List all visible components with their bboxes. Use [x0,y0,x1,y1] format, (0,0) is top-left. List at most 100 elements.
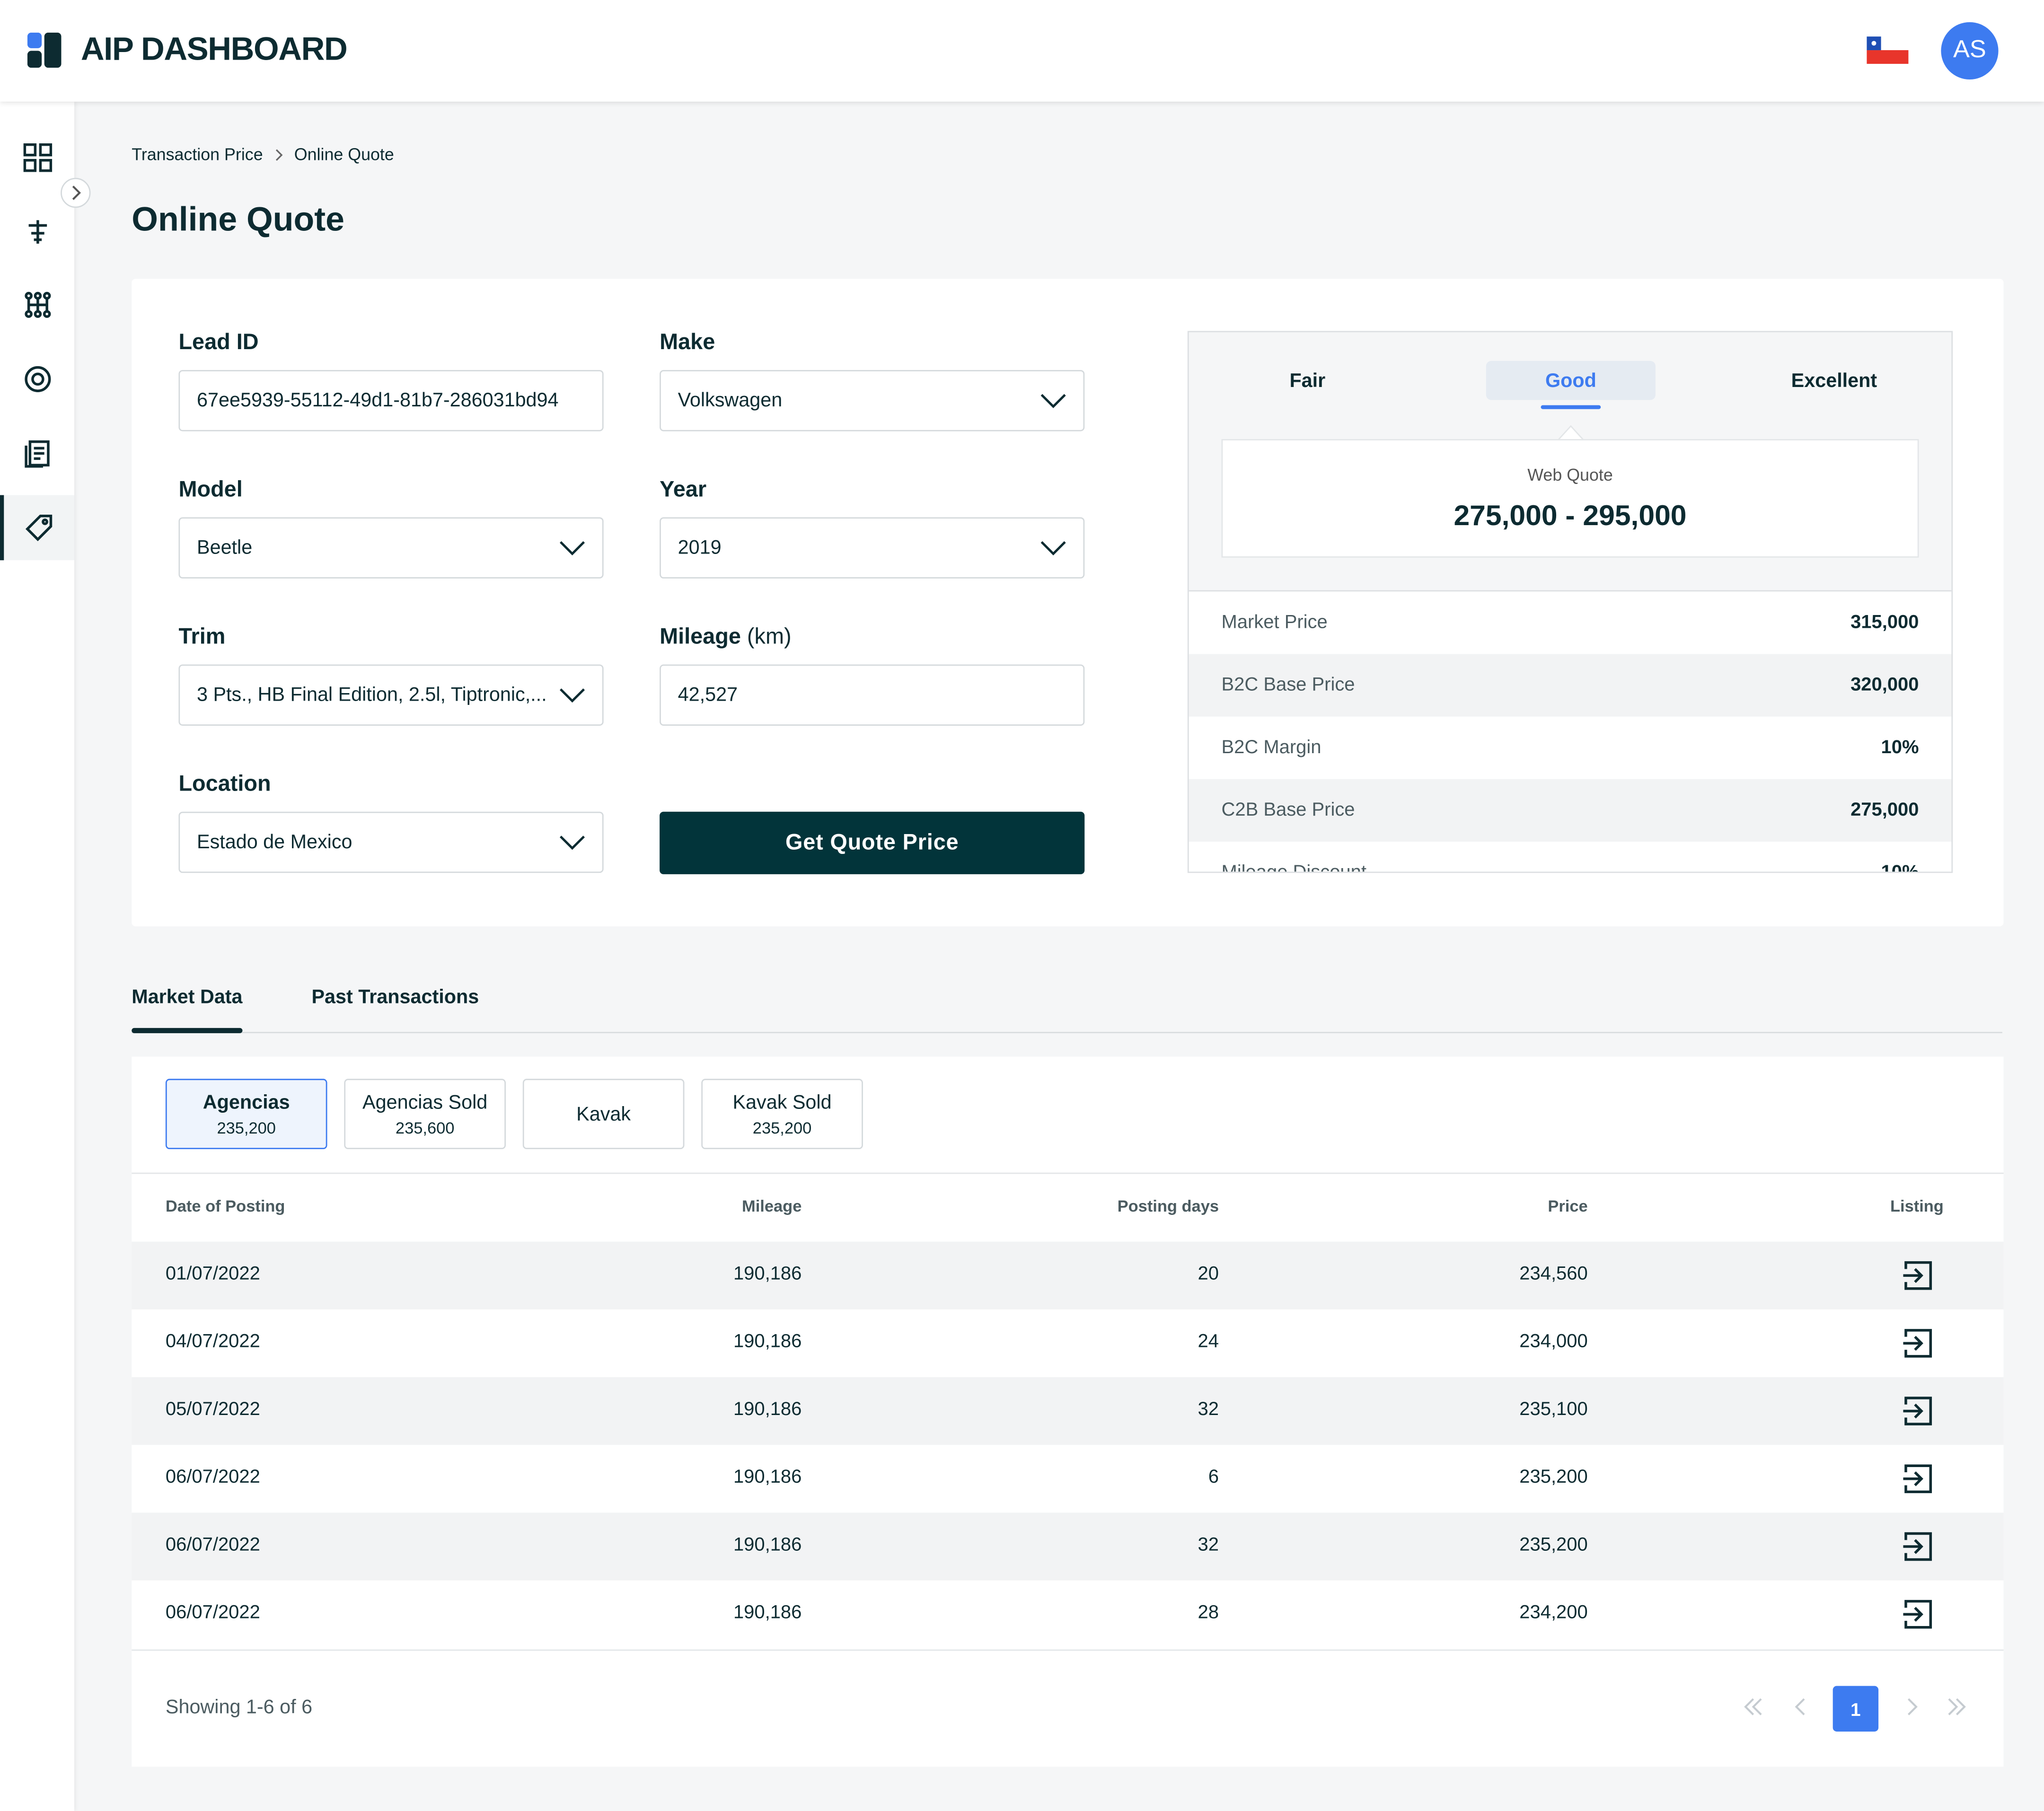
table-row: 06/07/2022 190,186 6 235,200 [132,1445,2003,1512]
table-cell: 190,186 [733,1467,802,1488]
price-row: B2C Base Price 320,000 [1189,654,1952,717]
field-label: Model [178,477,242,503]
column-header: Price [1548,1197,1588,1216]
price-row: Market Price 315,000 [1189,591,1952,654]
condition-tab[interactable]: Excellent [1791,369,1877,392]
listing-link[interactable] [1902,1599,1933,1630]
field-label: Trim [178,624,225,650]
field-label: Make [660,330,715,356]
table-cell: 28 [1198,1602,1219,1624]
field-value: Beetle [197,536,253,559]
quote-panel: Fair Good Excellent Web Quote 275,000 - 29… [1187,331,1953,873]
listing-link[interactable] [1902,1396,1933,1427]
sidebar [0,101,91,1811]
filter-chip[interactable]: Agencias Sold 235,600 [344,1079,506,1150]
filter-name: Kavak [576,1103,631,1125]
filter-chip[interactable]: Agencias 235,200 [165,1079,327,1150]
label-text: Make [660,329,715,355]
condition-tab[interactable]: Good [1486,360,1656,409]
table-cell: 190,186 [733,1264,802,1285]
filter-value: 235,200 [752,1118,812,1137]
column-header: Listing [1890,1197,1944,1216]
select[interactable]: Estado de Mexico [178,811,604,873]
select[interactable]: Beetle [178,517,604,579]
dropdown-arrow [559,835,585,849]
table-cell: 190,186 [733,1331,802,1353]
table-cell: 04/07/2022 [165,1331,260,1353]
prev-page[interactable] [1788,1695,1812,1719]
table-cell: 234,000 [1519,1331,1588,1353]
tab-indicator [132,1028,243,1033]
breadcrumb-current: Online Quote [294,144,394,165]
field-label: Lead ID [178,330,258,356]
listing-link[interactable] [1902,1260,1933,1291]
nav-gauge[interactable] [0,347,74,412]
nav-network[interactable] [0,273,74,338]
select[interactable]: 2019 [660,517,1085,579]
label-text: Lead ID [178,329,259,355]
price-label: Market Price [1221,612,1328,633]
dropdown-arrow [1040,393,1066,408]
price-value: -10% [1875,862,1919,873]
first-page[interactable] [1742,1695,1765,1719]
tab-divider [132,1032,2002,1033]
showing-text: Showing 1-6 of 6 [165,1696,313,1719]
table-cell: 235,200 [1519,1467,1588,1488]
table-cell: 190,186 [733,1399,802,1420]
nav-dashboard[interactable] [0,125,74,190]
listing-link[interactable] [1902,1531,1933,1562]
field-value: 2019 [678,536,722,559]
label-text: Model [178,476,243,502]
nav-tools[interactable] [0,199,74,264]
current-page[interactable]: 1 [1833,1686,1879,1732]
filter-chip[interactable]: Kavak [522,1079,685,1150]
listing-link[interactable] [1902,1327,1933,1359]
label-text: Mileage [660,624,741,649]
price-label: Mileage Discount [1221,862,1366,873]
table-cell: 32 [1198,1399,1219,1420]
logo [27,32,62,68]
select[interactable]: Volkswagen [660,370,1085,431]
select[interactable]: 3 Pts., HB Final Edition, 2.5l, Tiptroni… [178,664,604,726]
table-cell: 05/07/2022 [165,1399,260,1420]
label-text: Location [178,771,271,796]
text-input[interactable]: 42,527 [660,664,1085,726]
data-tab[interactable]: Past Transactions [311,986,479,1009]
sidebar-toggle[interactable] [60,177,91,209]
data-tab[interactable]: Market Data [132,986,243,1009]
listing-link[interactable] [1902,1463,1933,1495]
field-value: Estado de Mexico [197,831,352,853]
table-cell: 234,560 [1519,1264,1588,1285]
condition-tab[interactable]: Fair [1289,369,1326,392]
divider [132,1649,2004,1651]
table-cell: 190,186 [733,1535,802,1556]
filter-value: 235,600 [395,1118,455,1137]
label-text: Year [660,476,707,502]
table-cell: 20 [1198,1264,1219,1285]
filter-name: Kavak Sold [732,1091,832,1114]
nav-docs[interactable] [0,421,74,486]
table-cell: 235,200 [1519,1535,1588,1556]
flag[interactable] [1867,36,1909,64]
dropdown-arrow [559,687,585,702]
nav-price[interactable] [0,495,75,561]
table-cell: 01/07/2022 [165,1264,260,1285]
dropdown-arrow [559,540,585,555]
filter-chip[interactable]: Kavak Sold 235,200 [701,1079,863,1150]
last-page[interactable] [1945,1695,1969,1719]
text-input[interactable]: 67ee5939-55112-49d1-81b7-286031bd94 [178,370,604,431]
table-cell: 235,100 [1519,1399,1588,1420]
table-cell: 06/07/2022 [165,1602,260,1624]
get-quote-button[interactable]: Get Quote Price [660,811,1085,874]
price-label: B2C Base Price [1221,675,1355,696]
breadcrumb-link[interactable]: Transaction Price [132,144,263,165]
price-row: Mileage Discount -10% [1189,842,1952,873]
next-page[interactable] [1901,1695,1924,1719]
price-value: 315,000 [1850,612,1919,633]
table-cell: 06/07/2022 [165,1535,260,1556]
avatar[interactable]: AS [1941,22,1999,79]
price-row: B2C Margin 10% [1189,716,1952,779]
breadcrumb: Transaction Price Online Quote [132,145,394,164]
field-value: 3 Pts., HB Final Edition, 2.5l, Tiptroni… [197,684,547,706]
